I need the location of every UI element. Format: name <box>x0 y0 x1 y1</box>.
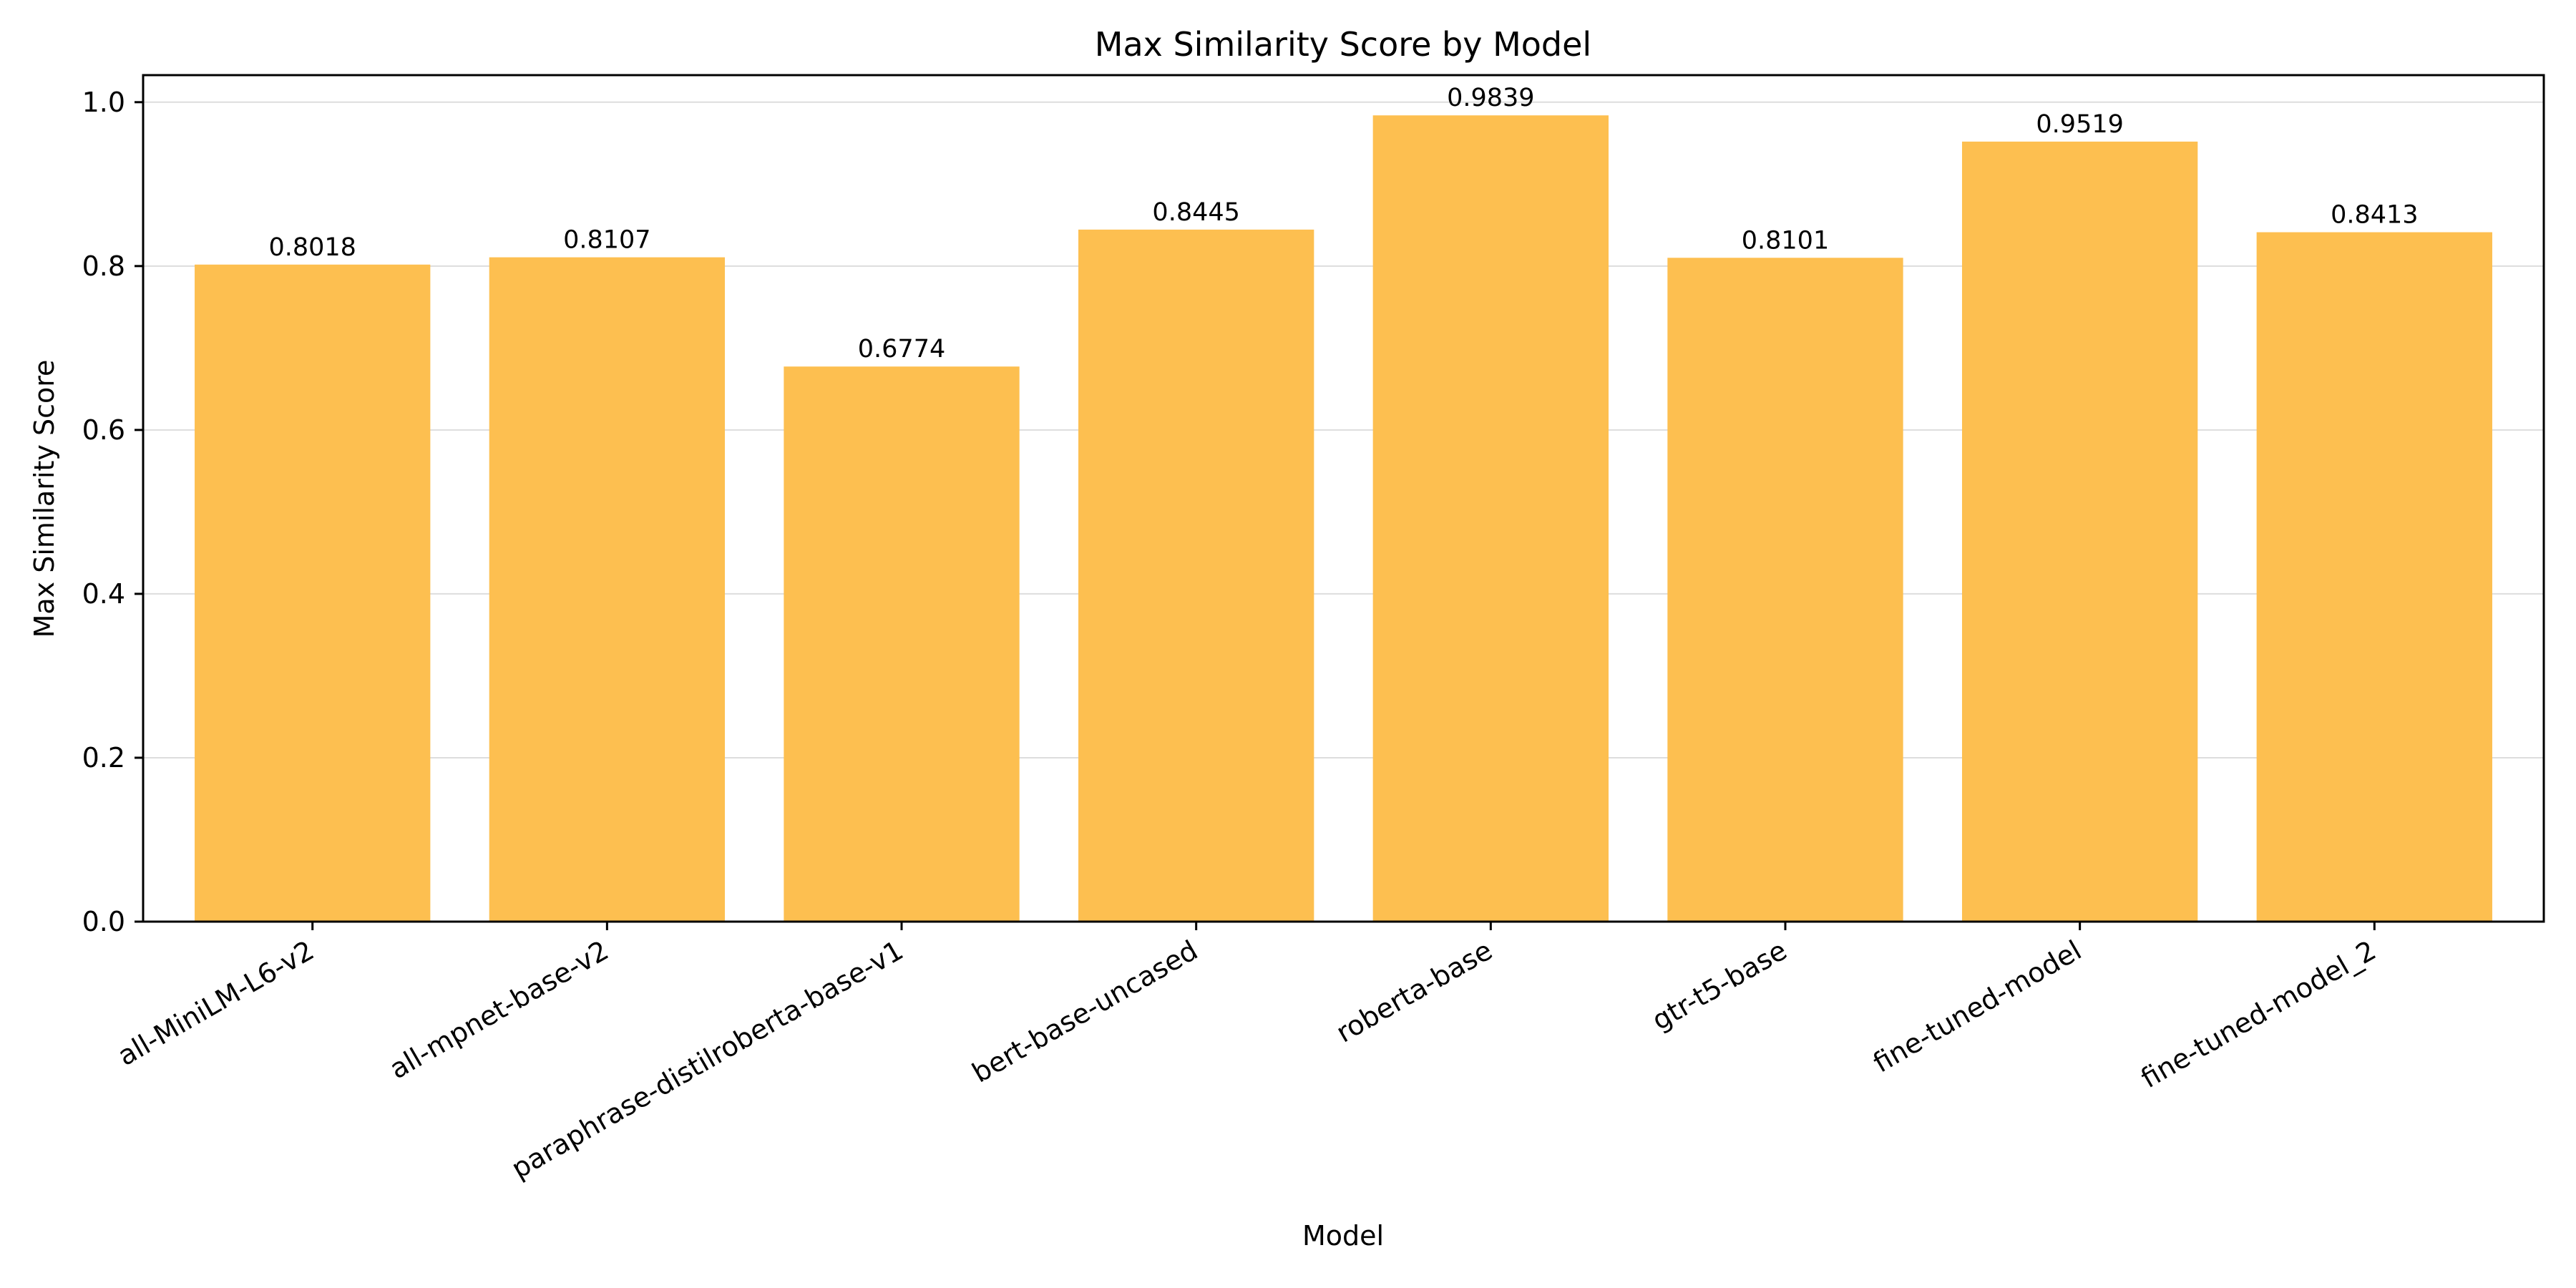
y-axis-title: Max Similarity Score <box>29 360 60 638</box>
bar <box>489 257 726 922</box>
x-tick-label: fine-tuned-model_2 <box>2136 935 2381 1095</box>
x-tick-label: roberta-base <box>1331 935 1498 1049</box>
x-tick-label: fine-tuned-model <box>1868 935 2087 1079</box>
plot-frame <box>142 74 2545 923</box>
x-tick-label: all-mpnet-base-v2 <box>384 935 614 1085</box>
bar-value-label: 0.9519 <box>2036 110 2123 139</box>
x-axis-ticks: all-MiniLM-L6-v2 all-mpnet-base-v2paraphr… <box>112 922 2381 1185</box>
bar-value-label: 0.8107 <box>563 226 650 255</box>
y-tick-label: 1.0 <box>82 87 125 118</box>
y-tick-label: 0.6 <box>82 414 125 446</box>
bar-value-label: 0.9839 <box>1447 84 1534 112</box>
y-tick-label: 0.0 <box>82 906 125 937</box>
bar-value-label: 0.6774 <box>858 335 945 364</box>
bar <box>784 366 1020 922</box>
bar-value-label: 0.8413 <box>2331 201 2418 230</box>
x-tick-label: gtr-t5-base <box>1646 935 1792 1037</box>
bar <box>1078 229 1314 922</box>
axes <box>142 74 2545 923</box>
y-axis-ticks: 0.0 0.2 0.4 0.6 0.8 1.0 <box>82 87 143 937</box>
x-tick-label: all-MiniLM-L6-v2 <box>112 935 319 1072</box>
y-tick-label: 0.4 <box>82 578 125 610</box>
chart-title: Max Similarity Score by Model <box>1095 25 1591 64</box>
bar-value-label: 0.8101 <box>1742 226 1829 255</box>
bar <box>1961 141 2198 922</box>
y-tick-label: 0.2 <box>82 742 125 774</box>
bars <box>195 115 2492 922</box>
x-axis-title: Model <box>1302 1220 1384 1252</box>
bar <box>1667 258 1903 922</box>
bar-value-labels: 0.8018 0.8107 0.6774 0.8445 0.9839 0.8101 0.95… <box>268 84 2418 364</box>
y-tick-label: 0.8 <box>82 250 125 282</box>
bar <box>195 264 431 922</box>
bar <box>1372 115 1609 922</box>
bar-value-label: 0.8018 <box>268 233 356 262</box>
bar-value-label: 0.8445 <box>1152 198 1239 227</box>
x-tick-label: bert-base-uncased <box>967 935 1203 1089</box>
bar <box>2256 232 2492 922</box>
